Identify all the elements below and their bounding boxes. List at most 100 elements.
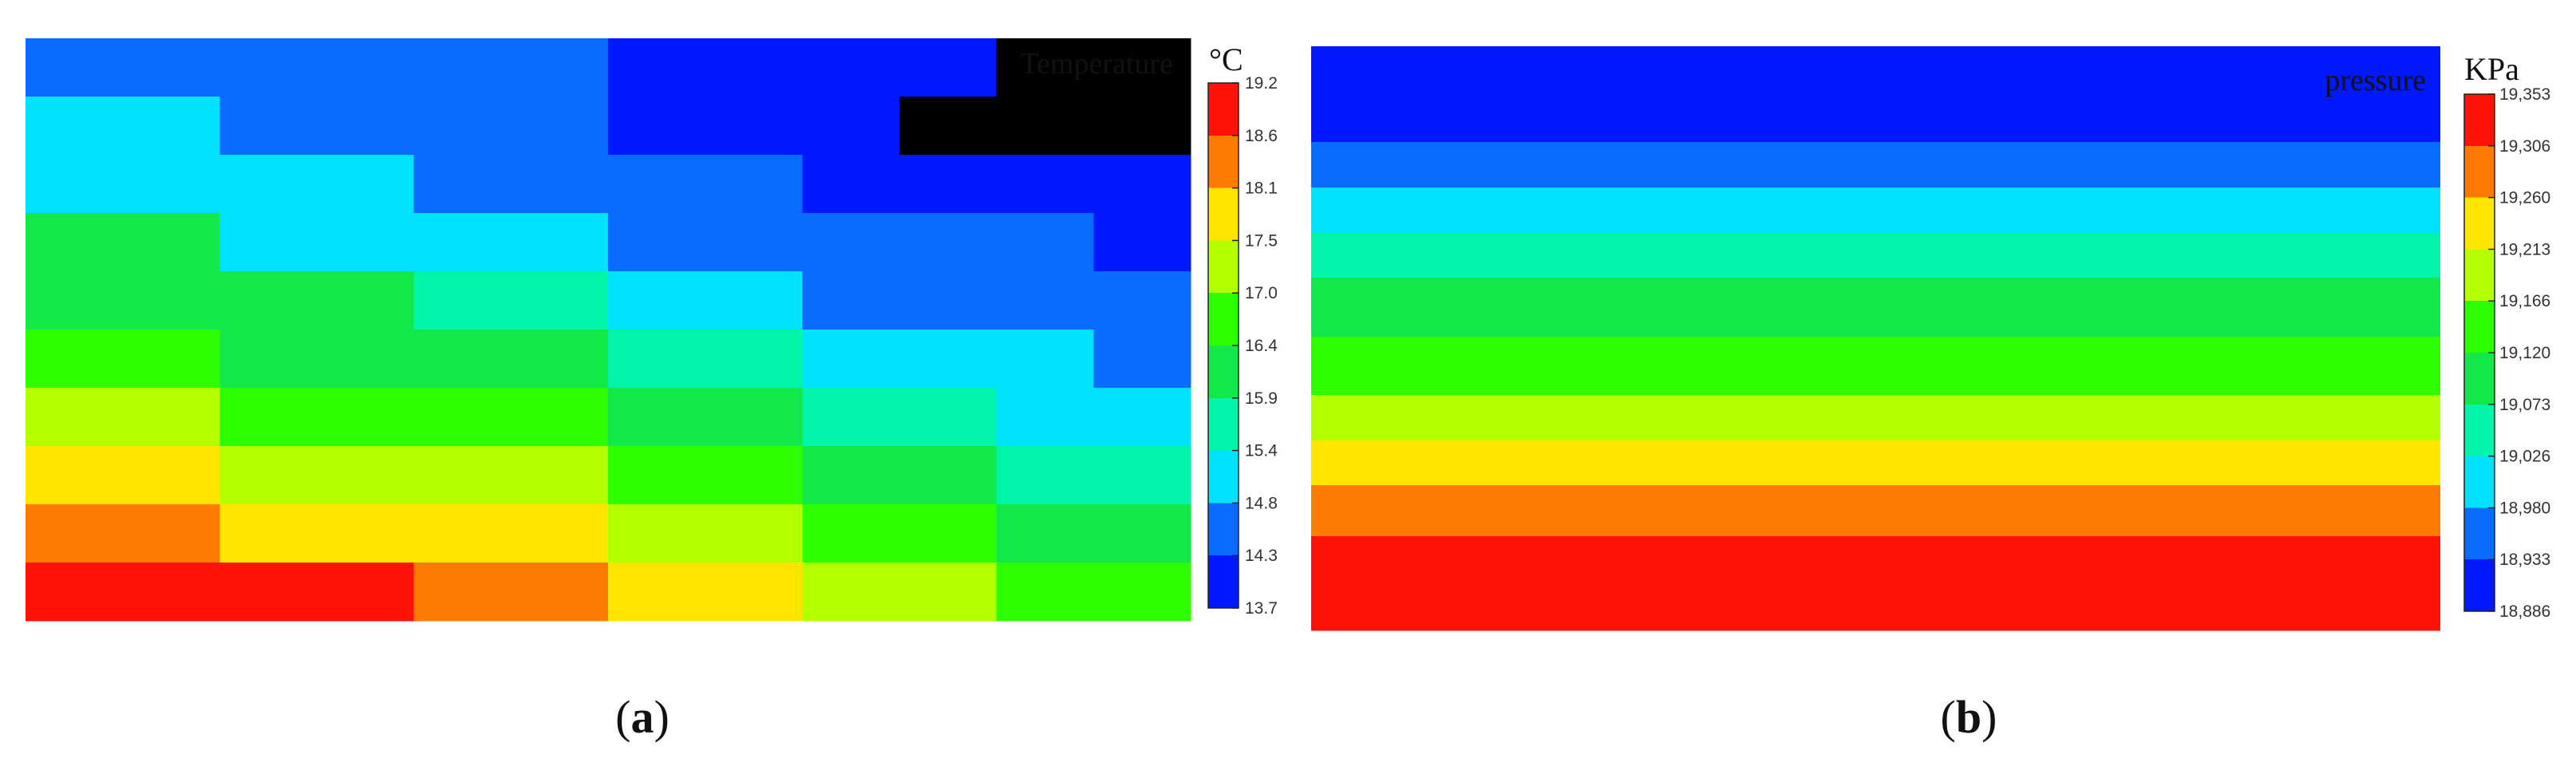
panel-label-a: (a) bbox=[615, 691, 670, 743]
temperature-cell bbox=[317, 446, 415, 505]
temperature-cell bbox=[511, 330, 609, 389]
temperature-unit: °C bbox=[1209, 41, 1243, 77]
temperature-cell bbox=[26, 271, 124, 330]
temperature-cell bbox=[1093, 504, 1191, 563]
temperature-cell bbox=[996, 271, 1094, 330]
temperature-cell bbox=[122, 388, 220, 447]
temperature-cell bbox=[413, 504, 512, 563]
temperature-cell bbox=[705, 563, 803, 622]
temperature-cell bbox=[899, 271, 998, 330]
temperature-cell bbox=[705, 155, 803, 214]
temperature-cell bbox=[608, 446, 706, 505]
temperature-cell bbox=[996, 213, 1094, 272]
pressure-band bbox=[1311, 46, 2440, 143]
temperature-cell bbox=[996, 38, 1094, 97]
temperature-cell bbox=[1093, 213, 1191, 272]
pressure-band bbox=[1311, 233, 2440, 278]
temperature-cell bbox=[122, 213, 220, 272]
colorbar-segment bbox=[2464, 249, 2495, 302]
temperature-cell bbox=[996, 563, 1094, 622]
colorbar-tick-label: 18.6 bbox=[1245, 127, 1278, 145]
temperature-cell bbox=[1093, 446, 1191, 505]
temperature-cell bbox=[608, 155, 706, 214]
temperature-cell bbox=[317, 155, 415, 214]
temperature-cell bbox=[802, 38, 900, 97]
colorbar-segment bbox=[2464, 456, 2495, 508]
temperature-cell bbox=[802, 213, 900, 272]
colorbar-segment bbox=[1208, 83, 1239, 136]
temperature-cell bbox=[219, 330, 318, 389]
colorbar-segment bbox=[1208, 135, 1239, 189]
temperature-cell bbox=[608, 504, 706, 563]
colorbar-segment bbox=[2464, 301, 2495, 353]
temperature-cell bbox=[511, 155, 609, 214]
temperature-cell bbox=[996, 388, 1094, 447]
temperature-cell bbox=[899, 213, 998, 272]
temperature-cell bbox=[802, 271, 900, 330]
temperature-cell bbox=[413, 271, 512, 330]
colorbar-segment bbox=[2464, 559, 2495, 612]
colorbar-segment bbox=[1208, 555, 1239, 609]
temperature-cell bbox=[26, 97, 124, 156]
temperature-cell bbox=[122, 504, 220, 563]
colorbar-tick-label: 17.0 bbox=[1245, 284, 1278, 302]
temperature-cell bbox=[122, 563, 220, 622]
temperature-cell bbox=[219, 155, 318, 214]
colorbar-tick-label: 19,026 bbox=[2499, 448, 2550, 466]
temperature-cell bbox=[511, 504, 609, 563]
temperature-cell bbox=[511, 97, 609, 156]
temperature-cell bbox=[1093, 155, 1191, 214]
temperature-cell bbox=[705, 504, 803, 563]
temperature-cell bbox=[899, 330, 998, 389]
colorbar-tick-label: 18,933 bbox=[2499, 551, 2550, 569]
temperature-cell bbox=[511, 563, 609, 622]
pressure-band bbox=[1311, 278, 2440, 338]
pressure-band bbox=[1311, 440, 2440, 486]
temperature-cell bbox=[511, 446, 609, 505]
temperature-cell bbox=[26, 446, 124, 505]
colorbar-tick-label: 19,353 bbox=[2499, 85, 2550, 104]
colorbar-segment bbox=[2464, 145, 2495, 199]
pressure-band bbox=[1311, 337, 2440, 396]
temperature-cell bbox=[899, 155, 998, 214]
colorbar-tick-label: 19,166 bbox=[2499, 292, 2550, 310]
temperature-cell bbox=[608, 330, 706, 389]
temperature-cell bbox=[26, 213, 124, 272]
pressure-colorbar-ticks: 19,353 19,306 19,260 19,213 19,166 19,120 19,0… bbox=[2488, 85, 2550, 621]
temperature-cell bbox=[26, 330, 124, 389]
temperature-cell bbox=[1093, 38, 1191, 97]
temperature-cell bbox=[122, 155, 220, 214]
temperature-cell bbox=[1093, 271, 1191, 330]
temperature-cell bbox=[511, 213, 609, 272]
pressure-band bbox=[1311, 485, 2440, 537]
temperature-cell bbox=[413, 155, 512, 214]
temperature-cell bbox=[122, 271, 220, 330]
colorbar-segment bbox=[2464, 507, 2495, 560]
colorbar-tick-label: 15.4 bbox=[1245, 442, 1278, 460]
pressure-field bbox=[1311, 46, 2440, 631]
temperature-field bbox=[26, 38, 1191, 622]
colorbar-segment bbox=[1208, 345, 1239, 399]
temperature-cell bbox=[26, 155, 124, 214]
colorbar-tick-label: 19.2 bbox=[1245, 74, 1278, 93]
temperature-cell bbox=[317, 563, 415, 622]
colorbar-tick-label: 17.5 bbox=[1245, 231, 1278, 250]
temperature-cell bbox=[219, 388, 318, 447]
temperature-colorbar bbox=[1207, 82, 1239, 609]
colorbar-segment bbox=[2464, 94, 2495, 147]
colorbar-tick-label: 19,073 bbox=[2499, 396, 2550, 414]
pressure-band bbox=[1311, 536, 2440, 631]
temperature-cell bbox=[802, 504, 900, 563]
colorbar-tick-label: 19,260 bbox=[2499, 189, 2550, 207]
pressure-band bbox=[1311, 142, 2440, 188]
temperature-cell bbox=[899, 97, 998, 156]
temperature-cell bbox=[413, 388, 512, 447]
temperature-cell bbox=[608, 213, 706, 272]
pressure-unit: KPa bbox=[2464, 51, 2519, 87]
temperature-cell bbox=[996, 330, 1094, 389]
temperature-cell bbox=[705, 330, 803, 389]
temperature-title: Temperature bbox=[1021, 47, 1173, 81]
temperature-cell bbox=[802, 388, 900, 447]
temperature-cell bbox=[413, 38, 512, 97]
